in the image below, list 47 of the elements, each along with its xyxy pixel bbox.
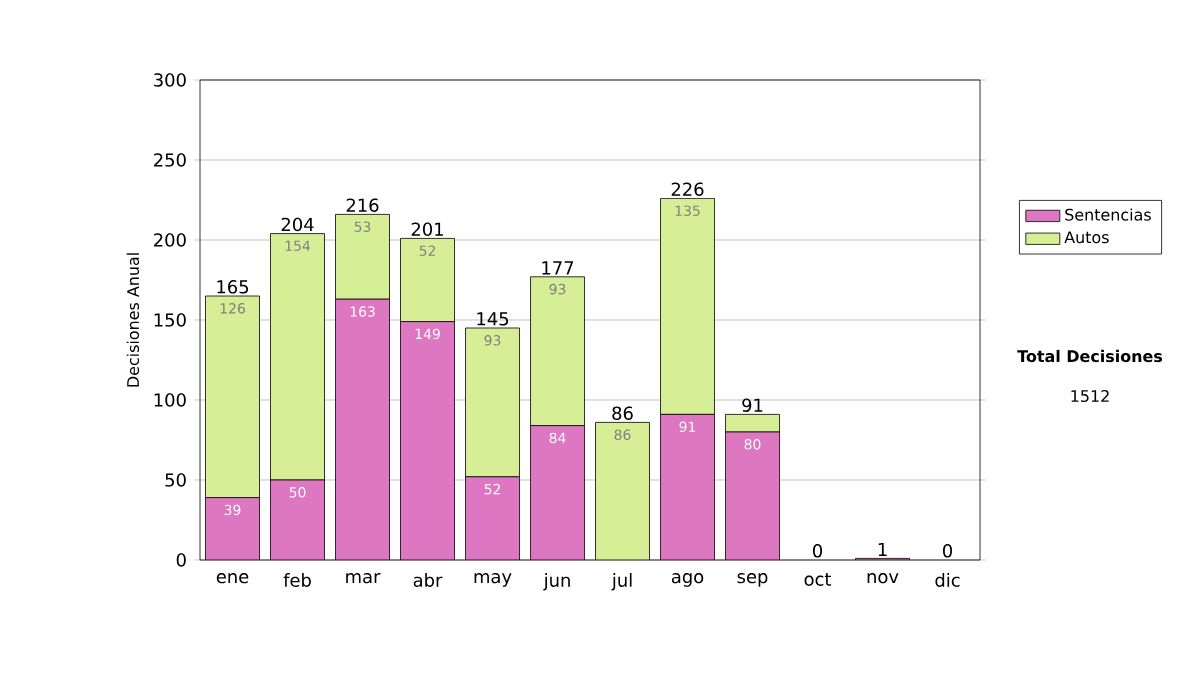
- x-tick-label: jun: [543, 573, 570, 591]
- bar: [270, 233, 325, 481]
- bar: [530, 276, 585, 426]
- x-tick-label: nov: [867, 573, 899, 584]
- bar: [335, 214, 390, 300]
- total-label: 216: [346, 198, 379, 212]
- total-label: 201: [411, 222, 443, 236]
- bar: [335, 299, 390, 560]
- x-tick-label: mar: [346, 573, 381, 584]
- x-tick-label: sep: [737, 573, 768, 587]
- y-tick-label: 300: [154, 73, 186, 87]
- bar: [465, 327, 520, 478]
- y-tick-label: 150: [154, 313, 186, 327]
- total-label: 1: [878, 542, 887, 556]
- total-label: 145: [477, 312, 509, 326]
- x-tick-label: oct: [804, 573, 832, 586]
- bar: [530, 425, 585, 560]
- bar: [270, 480, 325, 560]
- x-tick-label: jul: [611, 573, 632, 591]
- bar: [400, 238, 455, 322]
- bar: [205, 295, 260, 498]
- bar: [725, 432, 780, 560]
- bar: [660, 198, 715, 415]
- bar: [205, 497, 260, 560]
- y-tick-label: 50: [165, 473, 186, 487]
- total-label: 226: [671, 182, 704, 196]
- y-tick-label: 100: [154, 393, 186, 407]
- total-label: 86: [612, 406, 633, 420]
- total-label: 0: [943, 544, 953, 558]
- total-label: 177: [542, 261, 574, 275]
- x-tick-label: ene: [216, 573, 249, 584]
- x-tick-label: may: [474, 573, 512, 587]
- total-label: 204: [281, 217, 314, 232]
- x-tick-label: abr: [413, 573, 443, 587]
- bar: [595, 422, 650, 560]
- y-tick-label: 0: [176, 553, 186, 567]
- x-tick-label: dic: [935, 573, 960, 587]
- bar: [660, 414, 715, 560]
- y-tick-label: 250: [154, 153, 186, 167]
- x-tick-label: feb: [283, 573, 311, 587]
- bar: [465, 476, 520, 560]
- x-tick-label: ago: [671, 573, 704, 587]
- y-tick-label: 200: [154, 233, 186, 247]
- bar: [400, 321, 455, 560]
- total-label: 165: [217, 280, 249, 294]
- total-label: 91: [742, 398, 763, 412]
- total-label: 0: [813, 544, 823, 558]
